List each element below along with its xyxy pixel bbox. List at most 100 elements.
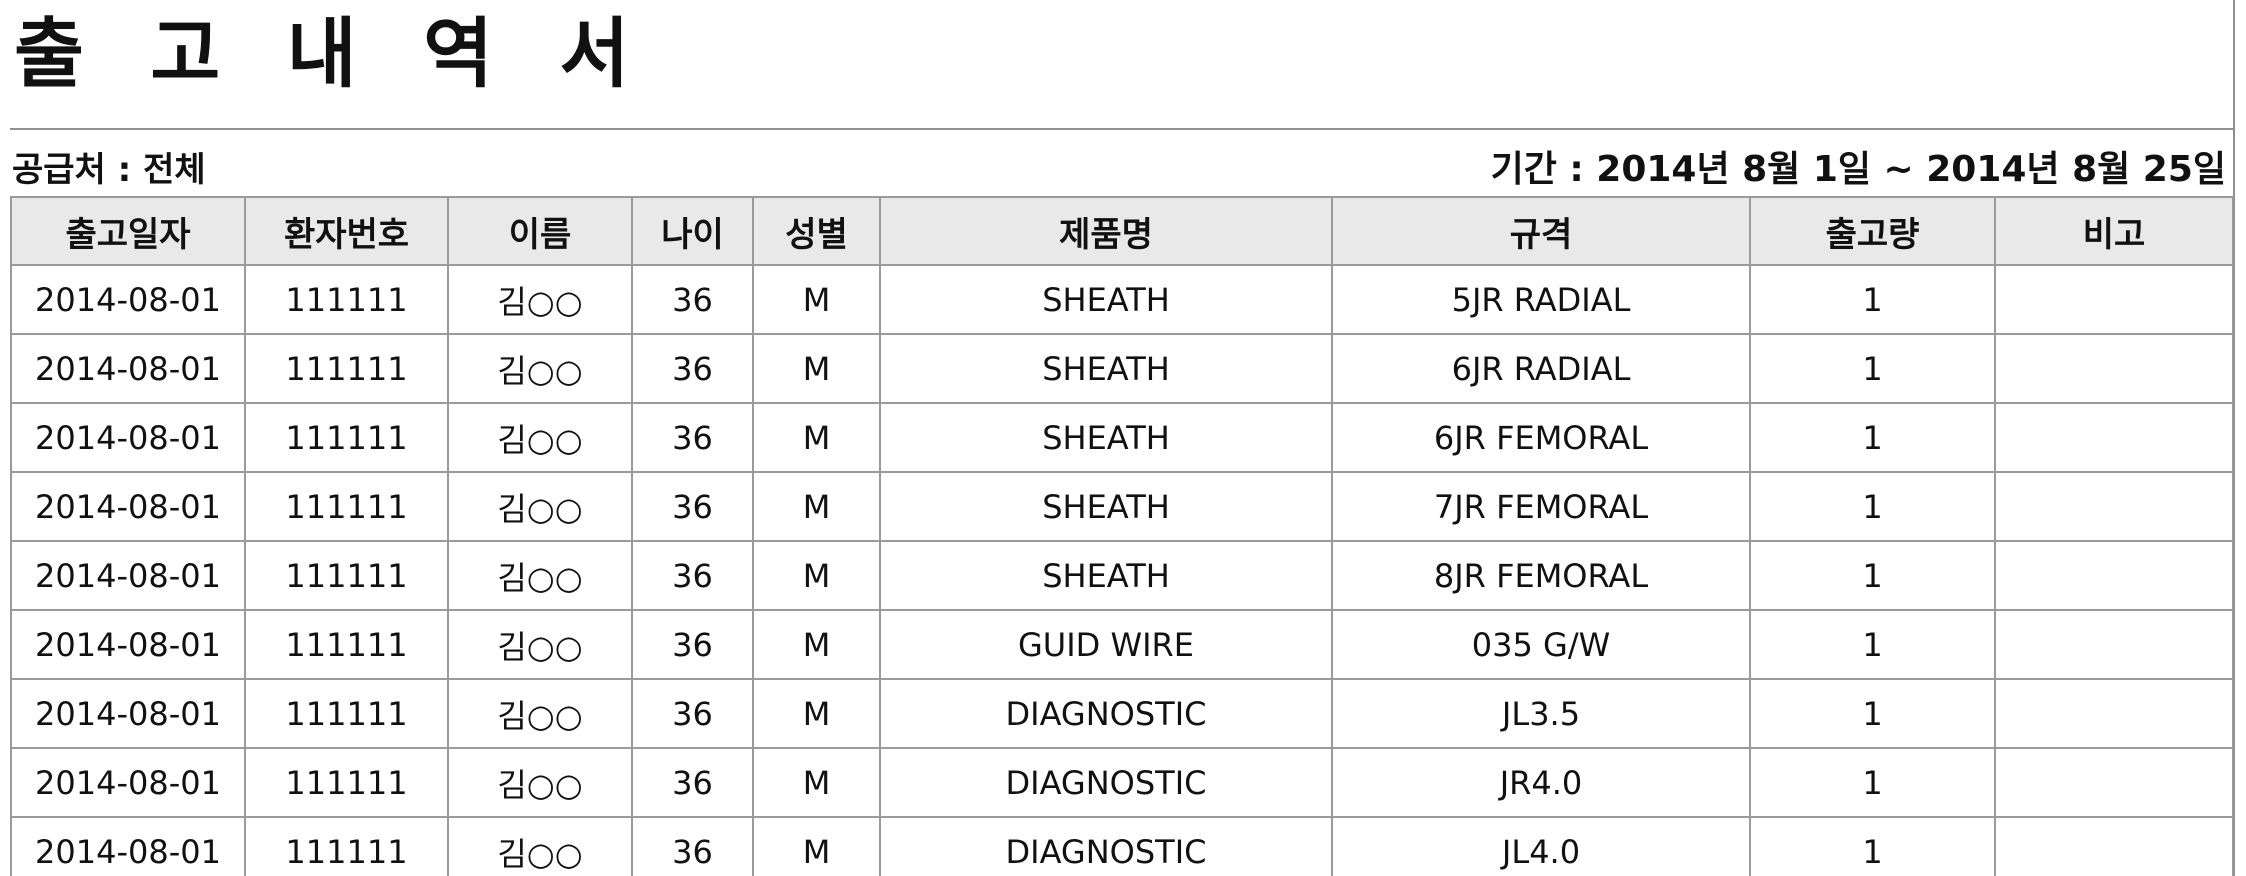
- cell-specification: JL3.5: [1331, 678, 1751, 749]
- column-header-patient-number: 환자번호: [244, 196, 449, 266]
- cell-age: 36: [631, 816, 754, 876]
- column-header-release-date: 출고일자: [10, 196, 246, 266]
- period-label: 기간 : 2014년 8월 1일 ~ 2014년 8월 25일: [1490, 149, 2226, 190]
- cell-patient-number: 111111: [244, 540, 449, 611]
- cell-product-name: DIAGNOSTIC: [879, 678, 1333, 749]
- cell-name: 김○○: [447, 609, 633, 680]
- cell-specification: JL4.0: [1331, 816, 1751, 876]
- cell-release-date: 2014-08-01: [10, 333, 246, 404]
- cell-product-name: SHEATH: [879, 333, 1333, 404]
- cell-quantity: 1: [1749, 609, 1996, 680]
- table-row: 2014-08-01 111111 김○○ 36 M SHEATH 6JR FE…: [10, 402, 2234, 473]
- cell-quantity: 1: [1749, 264, 1996, 335]
- cell-name: 김○○: [447, 678, 633, 749]
- cell-quantity: 1: [1749, 333, 1996, 404]
- cell-release-date: 2014-08-01: [10, 540, 246, 611]
- cell-age: 36: [631, 678, 754, 749]
- cell-product-name: SHEATH: [879, 264, 1333, 335]
- cell-sex: M: [752, 609, 881, 680]
- cell-age: 36: [631, 540, 754, 611]
- cell-sex: M: [752, 540, 881, 611]
- cell-quantity: 1: [1749, 540, 1996, 611]
- cell-remarks: [1994, 333, 2234, 404]
- release-table: 출고일자 환자번호 이름 나이 성별 제품명 규격 출고량 비고 2014-08…: [10, 196, 2234, 876]
- cell-name: 김○○: [447, 540, 633, 611]
- cell-release-date: 2014-08-01: [10, 264, 246, 335]
- cell-quantity: 1: [1749, 747, 1996, 818]
- title-divider: [10, 128, 2234, 130]
- cell-quantity: 1: [1749, 816, 1996, 876]
- cell-patient-number: 111111: [244, 816, 449, 876]
- cell-patient-number: 111111: [244, 471, 449, 542]
- cell-remarks: [1994, 264, 2234, 335]
- cell-age: 36: [631, 402, 754, 473]
- cell-sex: M: [752, 747, 881, 818]
- cell-age: 36: [631, 471, 754, 542]
- table-row: 2014-08-01 111111 김○○ 36 M SHEATH 8JR FE…: [10, 540, 2234, 611]
- page-right-border: [2233, 0, 2235, 876]
- cell-product-name: SHEATH: [879, 540, 1333, 611]
- cell-sex: M: [752, 264, 881, 335]
- cell-product-name: GUID WIRE: [879, 609, 1333, 680]
- cell-age: 36: [631, 609, 754, 680]
- cell-patient-number: 111111: [244, 678, 449, 749]
- cell-name: 김○○: [447, 816, 633, 876]
- cell-quantity: 1: [1749, 678, 1996, 749]
- cell-release-date: 2014-08-01: [10, 816, 246, 876]
- table-row: 2014-08-01 111111 김○○ 36 M DIAGNOSTIC JL…: [10, 678, 2234, 749]
- cell-release-date: 2014-08-01: [10, 402, 246, 473]
- table-row: 2014-08-01 111111 김○○ 36 M DIAGNOSTIC JR…: [10, 747, 2234, 818]
- cell-age: 36: [631, 747, 754, 818]
- cell-specification: 6JR RADIAL: [1331, 333, 1751, 404]
- cell-name: 김○○: [447, 747, 633, 818]
- table-row: 2014-08-01 111111 김○○ 36 M DIAGNOSTIC JL…: [10, 816, 2234, 876]
- cell-quantity: 1: [1749, 471, 1996, 542]
- column-header-age: 나이: [631, 196, 754, 266]
- cell-product-name: SHEATH: [879, 402, 1333, 473]
- cell-sex: M: [752, 333, 881, 404]
- cell-specification: 8JR FEMORAL: [1331, 540, 1751, 611]
- column-header-sex: 성별: [752, 196, 881, 266]
- cell-name: 김○○: [447, 264, 633, 335]
- cell-release-date: 2014-08-01: [10, 747, 246, 818]
- table-row: 2014-08-01 111111 김○○ 36 M SHEATH 5JR RA…: [10, 264, 2234, 335]
- cell-specification: 6JR FEMORAL: [1331, 402, 1751, 473]
- column-header-name: 이름: [447, 196, 633, 266]
- column-header-product-name: 제품명: [879, 196, 1333, 266]
- document-title: 출 고 내 역 서: [14, 9, 650, 98]
- cell-specification: 7JR FEMORAL: [1331, 471, 1751, 542]
- cell-name: 김○○: [447, 471, 633, 542]
- column-header-remarks: 비고: [1994, 196, 2234, 266]
- cell-specification: 5JR RADIAL: [1331, 264, 1751, 335]
- column-header-specification: 규격: [1331, 196, 1751, 266]
- cell-patient-number: 111111: [244, 333, 449, 404]
- cell-remarks: [1994, 540, 2234, 611]
- cell-remarks: [1994, 609, 2234, 680]
- cell-sex: M: [752, 471, 881, 542]
- cell-specification: JR4.0: [1331, 747, 1751, 818]
- cell-patient-number: 111111: [244, 747, 449, 818]
- table-row: 2014-08-01 111111 김○○ 36 M GUID WIRE 035…: [10, 609, 2234, 680]
- cell-remarks: [1994, 678, 2234, 749]
- cell-name: 김○○: [447, 402, 633, 473]
- cell-product-name: DIAGNOSTIC: [879, 816, 1333, 876]
- cell-specification: 035 G/W: [1331, 609, 1751, 680]
- table-row: 2014-08-01 111111 김○○ 36 M SHEATH 6JR RA…: [10, 333, 2234, 404]
- cell-remarks: [1994, 747, 2234, 818]
- cell-age: 36: [631, 333, 754, 404]
- cell-release-date: 2014-08-01: [10, 609, 246, 680]
- cell-product-name: SHEATH: [879, 471, 1333, 542]
- table-header-row: 출고일자 환자번호 이름 나이 성별 제품명 규격 출고량 비고: [10, 196, 2234, 266]
- table-row: 2014-08-01 111111 김○○ 36 M SHEATH 7JR FE…: [10, 471, 2234, 542]
- supplier-label: 공급처 : 전체: [12, 150, 206, 190]
- cell-name: 김○○: [447, 333, 633, 404]
- column-header-quantity: 출고량: [1749, 196, 1996, 266]
- cell-remarks: [1994, 402, 2234, 473]
- cell-remarks: [1994, 816, 2234, 876]
- cell-release-date: 2014-08-01: [10, 678, 246, 749]
- cell-sex: M: [752, 678, 881, 749]
- cell-product-name: DIAGNOSTIC: [879, 747, 1333, 818]
- cell-quantity: 1: [1749, 402, 1996, 473]
- cell-patient-number: 111111: [244, 264, 449, 335]
- cell-patient-number: 111111: [244, 402, 449, 473]
